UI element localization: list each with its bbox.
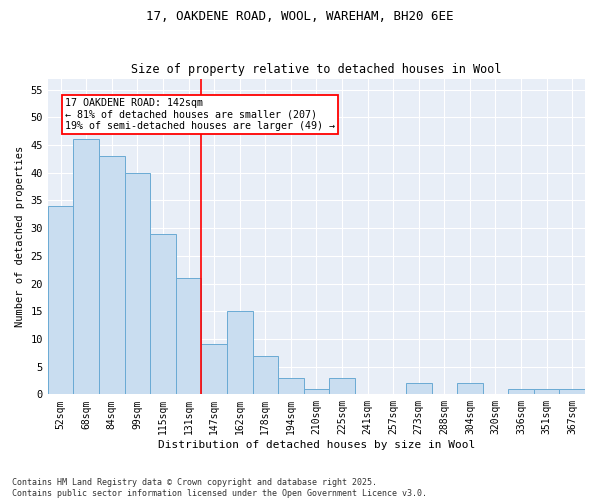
Bar xyxy=(227,311,253,394)
Bar xyxy=(48,206,73,394)
Bar xyxy=(150,234,176,394)
Y-axis label: Number of detached properties: Number of detached properties xyxy=(15,146,25,327)
Bar xyxy=(125,172,150,394)
Bar xyxy=(202,344,227,395)
Text: 17, OAKDENE ROAD, WOOL, WAREHAM, BH20 6EE: 17, OAKDENE ROAD, WOOL, WAREHAM, BH20 6E… xyxy=(146,10,454,23)
Bar xyxy=(406,384,431,394)
Title: Size of property relative to detached houses in Wool: Size of property relative to detached ho… xyxy=(131,63,502,76)
Bar xyxy=(73,140,99,394)
Bar xyxy=(278,378,304,394)
Bar xyxy=(99,156,125,394)
Bar xyxy=(253,356,278,395)
Bar xyxy=(304,389,329,394)
Text: Contains HM Land Registry data © Crown copyright and database right 2025.
Contai: Contains HM Land Registry data © Crown c… xyxy=(12,478,427,498)
Bar xyxy=(559,389,585,394)
Bar xyxy=(534,389,559,394)
Bar xyxy=(508,389,534,394)
X-axis label: Distribution of detached houses by size in Wool: Distribution of detached houses by size … xyxy=(158,440,475,450)
Bar xyxy=(176,278,202,394)
Bar xyxy=(457,384,482,394)
Text: 17 OAKDENE ROAD: 142sqm
← 81% of detached houses are smaller (207)
19% of semi-d: 17 OAKDENE ROAD: 142sqm ← 81% of detache… xyxy=(65,98,335,131)
Bar xyxy=(329,378,355,394)
